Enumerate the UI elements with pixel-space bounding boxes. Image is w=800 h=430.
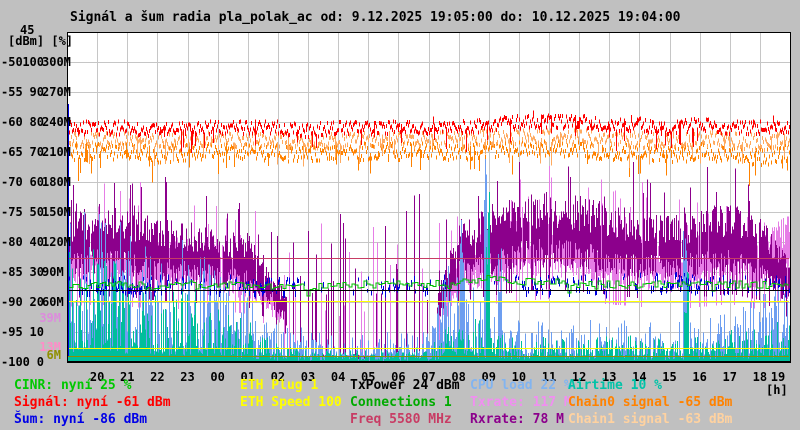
dbm-tick: -80 bbox=[1, 235, 23, 249]
hour-tick: 15 bbox=[662, 370, 676, 384]
legend-signal: Signál: nyní -61 dBm bbox=[14, 395, 171, 410]
pct-tick: 10 bbox=[30, 325, 44, 339]
hour-tick: 20 bbox=[90, 370, 104, 384]
axis-top-value: 45 bbox=[20, 23, 34, 37]
dbm-tick: -100 bbox=[1, 355, 30, 369]
rate-tick: 180M bbox=[42, 175, 71, 189]
dbm-tick: -65 bbox=[1, 145, 23, 159]
hour-tick: 07 bbox=[421, 370, 435, 384]
pct-tick: 90 bbox=[30, 85, 44, 99]
dbm-tick: -95 bbox=[1, 325, 23, 339]
legend-txpower: TxPower 24 dBm bbox=[350, 378, 460, 393]
hour-tick: 19 bbox=[771, 370, 785, 384]
pct-tick: 40 bbox=[30, 235, 44, 249]
rate-tick: 90M bbox=[42, 265, 64, 279]
pct-tick: 70 bbox=[30, 145, 44, 159]
hour-tick: 08 bbox=[451, 370, 465, 384]
legend-airtime: Airtime 10 % bbox=[568, 378, 662, 393]
hour-tick: 16 bbox=[692, 370, 706, 384]
legend-connections: Connections 1 bbox=[350, 395, 452, 410]
legend-chain1: Chain1 signal -63 dBm bbox=[568, 412, 733, 427]
hour-tick: 18 bbox=[753, 370, 767, 384]
rate-tick: 240M bbox=[42, 115, 71, 129]
dbm-tick: -75 bbox=[1, 205, 23, 219]
rate-mark-6m: 6M bbox=[47, 348, 61, 362]
hour-tick: 04 bbox=[331, 370, 345, 384]
rate-tick: 300M bbox=[42, 55, 71, 69]
pct-tick: 60 bbox=[30, 175, 44, 189]
dbm-tick: -60 bbox=[1, 115, 23, 129]
pct-tick: 50 bbox=[30, 205, 44, 219]
rate-tick: 60M bbox=[42, 295, 64, 309]
dbm-tick: -70 bbox=[1, 175, 23, 189]
rate-mark-39m: 39M bbox=[39, 311, 61, 325]
rate-tick: 150M bbox=[42, 205, 71, 219]
legend-cpu-load: CPU load 22 % bbox=[470, 378, 572, 393]
hour-tick: 09 bbox=[482, 370, 496, 384]
plot-border-shadow bbox=[67, 32, 791, 362]
pct-tick: 20 bbox=[30, 295, 44, 309]
hour-tick: 03 bbox=[301, 370, 315, 384]
dbm-tick: -55 bbox=[1, 85, 23, 99]
rate-tick: 270M bbox=[42, 85, 71, 99]
hour-tick: 23 bbox=[180, 370, 194, 384]
pct-tick: 80 bbox=[30, 115, 44, 129]
hour-tick: 17 bbox=[723, 370, 737, 384]
dbm-tick: -85 bbox=[1, 265, 23, 279]
hour-tick: 01 bbox=[241, 370, 255, 384]
plot-area bbox=[67, 32, 790, 362]
legend-rxrate: Rxrate: 78 M bbox=[470, 412, 564, 427]
hour-unit: [h] bbox=[766, 383, 788, 397]
dbm-tick: -50 bbox=[1, 55, 23, 69]
pct-tick: 0 bbox=[37, 355, 44, 369]
hour-tick: 11 bbox=[542, 370, 556, 384]
chart-title: Signál a šum radia pla_polak_ac od: 9.12… bbox=[70, 10, 681, 25]
rate-tick: 120M bbox=[42, 235, 71, 249]
hour-tick: 06 bbox=[391, 370, 405, 384]
hour-tick: 00 bbox=[210, 370, 224, 384]
legend-freq: Freq 5580 MHz bbox=[350, 412, 452, 427]
hour-tick: 10 bbox=[512, 370, 526, 384]
hour-tick: 21 bbox=[120, 370, 134, 384]
legend-noise: Šum: nyní -86 dBm bbox=[14, 412, 148, 427]
legend-txrate: Txrate: 117 M bbox=[470, 395, 572, 410]
pct-tick: 30 bbox=[30, 265, 44, 279]
series-cinr bbox=[68, 275, 789, 297]
hour-tick: 12 bbox=[572, 370, 586, 384]
legend-eth-plug: ETH Plug 1 bbox=[240, 378, 319, 393]
hour-tick: 02 bbox=[271, 370, 285, 384]
dbm-tick: -90 bbox=[1, 295, 23, 309]
legend-cinr: CINR: nyní 25 % bbox=[14, 378, 132, 393]
hour-tick: 14 bbox=[632, 370, 646, 384]
hour-tick: 05 bbox=[361, 370, 375, 384]
hour-tick: 13 bbox=[602, 370, 616, 384]
hour-tick: 22 bbox=[150, 370, 164, 384]
pct-tick: 100 bbox=[22, 55, 44, 69]
rate-tick: 210M bbox=[42, 145, 71, 159]
axis-unit-header: [dBm] [%] bbox=[8, 34, 73, 48]
legend-chain0: Chain0 signal -65 dBm bbox=[568, 395, 733, 410]
legend-eth-speed: ETH Speed 100 bbox=[240, 395, 342, 410]
rate-mark-13m: 13M bbox=[39, 340, 61, 354]
